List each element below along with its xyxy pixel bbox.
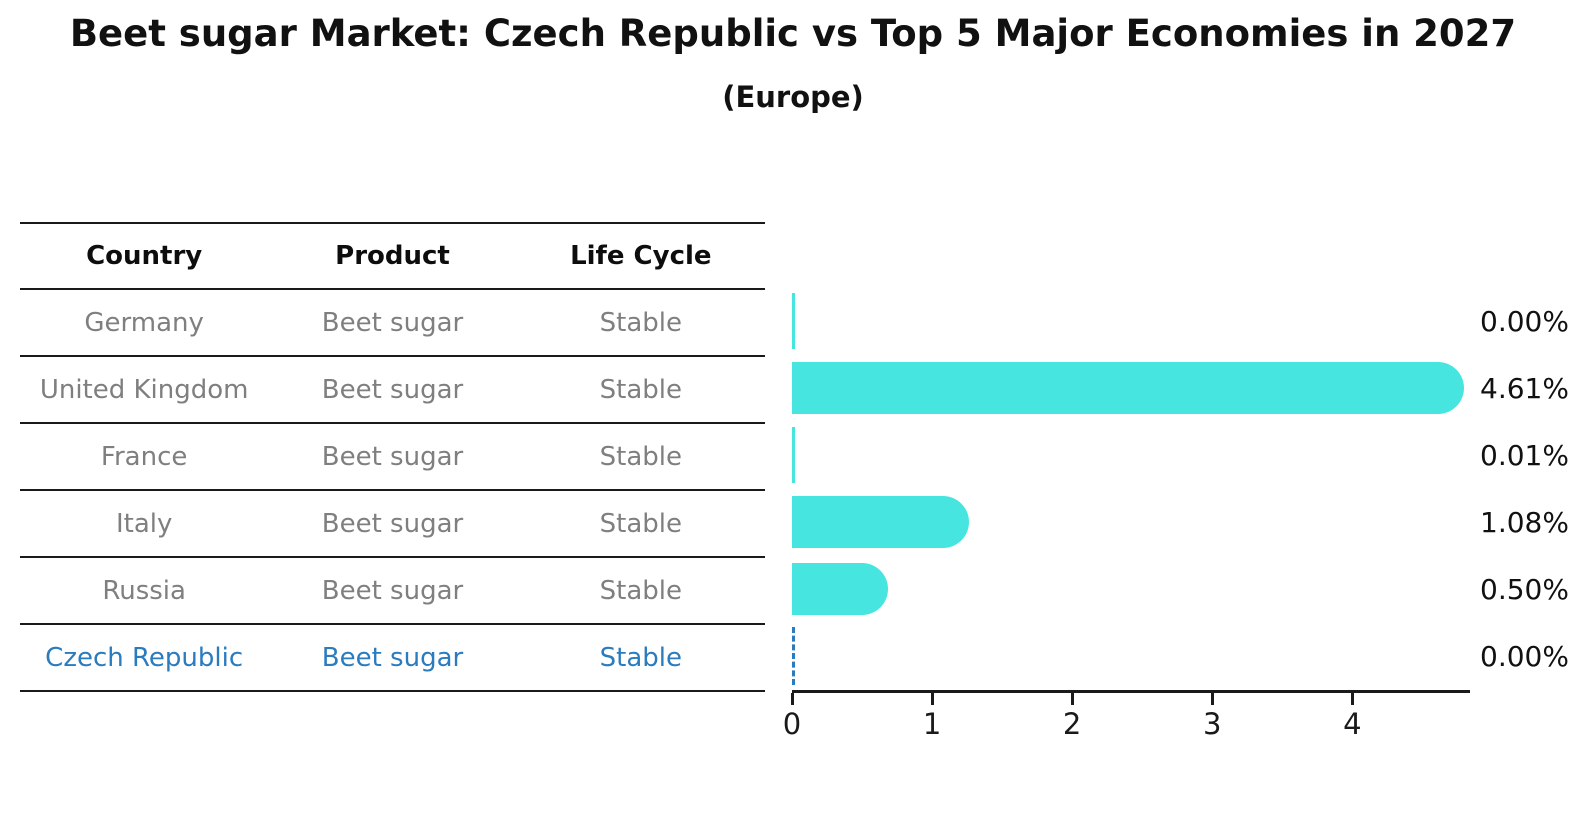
table-header-row: Country Product Life Cycle xyxy=(20,224,765,290)
bar-czech-republic xyxy=(792,627,795,685)
cell-product: Beet sugar xyxy=(321,508,464,539)
bar-france xyxy=(792,427,795,483)
column-header-product: Product xyxy=(335,241,450,271)
cell-country: France xyxy=(100,441,188,472)
column-header-country: Country xyxy=(86,241,203,271)
cell-country: Russia xyxy=(102,575,186,606)
cell-life-cycle: Stable xyxy=(599,642,682,673)
bar-chart: 0 1 2 3 4 xyxy=(783,288,1470,758)
x-tick-2 xyxy=(1071,693,1075,705)
cell-life-cycle: Stable xyxy=(599,508,682,539)
value-label-united-kingdom: 4.61% xyxy=(1480,372,1569,405)
cell-life-cycle: Stable xyxy=(599,441,682,472)
x-tick-3 xyxy=(1211,693,1215,705)
table-row-france: France Beet sugar Stable xyxy=(20,424,765,491)
cell-product: Beet sugar xyxy=(321,374,464,405)
cell-life-cycle: Stable xyxy=(599,374,682,405)
cell-product: Beet sugar xyxy=(321,441,464,472)
column-header-life-cycle: Life Cycle xyxy=(570,241,712,271)
x-tick-label-4: 4 xyxy=(1343,707,1362,741)
x-tick-4 xyxy=(1351,693,1355,705)
cell-country: United Kingdom xyxy=(39,374,249,405)
cell-country: Italy xyxy=(115,508,173,539)
table-row-czech-republic: Czech Republic Beet sugar Stable xyxy=(20,625,765,692)
x-tick-label-0: 0 xyxy=(782,707,802,741)
table-body: Germany Beet sugar Stable United Kingdom Bee… xyxy=(20,290,765,692)
bar-italy xyxy=(792,496,970,548)
table-row-italy: Italy Beet sugar Stable xyxy=(20,491,765,558)
cell-product: Beet sugar xyxy=(321,307,464,338)
cell-country: Germany xyxy=(84,307,204,338)
table-row-united-kingdom: United Kingdom Beet sugar Stable xyxy=(20,357,765,424)
cell-product: Beet sugar xyxy=(321,642,464,673)
x-tick-0 xyxy=(791,693,794,705)
x-tick-1 xyxy=(931,693,935,705)
x-axis-line xyxy=(792,690,1470,693)
chart-subtitle: (Europe) xyxy=(722,80,864,114)
value-label-france: 0.01% xyxy=(1480,439,1569,472)
value-label-germany: 0.00% xyxy=(1480,305,1569,338)
x-tick-label-2: 2 xyxy=(1062,707,1082,741)
x-tick-label-1: 1 xyxy=(922,707,942,741)
x-tick-label-3: 3 xyxy=(1203,707,1222,741)
cell-product: Beet sugar xyxy=(321,575,464,606)
cell-life-cycle: Stable xyxy=(599,307,682,338)
table-row-russia: Russia Beet sugar Stable xyxy=(20,558,765,625)
cell-life-cycle: Stable xyxy=(599,575,682,606)
chart-title: Beet sugar Market: Czech Republic vs Top… xyxy=(69,12,1517,55)
cell-country: Czech Republic xyxy=(45,642,244,673)
bar-united-kingdom xyxy=(792,362,1464,414)
bar-germany xyxy=(792,293,795,349)
bar-russia xyxy=(792,563,889,615)
country-table: Country Product Life Cycle Germany Beet s… xyxy=(20,222,765,692)
value-label-italy: 1.08% xyxy=(1480,506,1569,539)
value-label-russia: 0.50% xyxy=(1480,573,1569,606)
table-row-germany: Germany Beet sugar Stable xyxy=(20,290,765,357)
value-label-czech-republic: 0.00% xyxy=(1480,640,1569,673)
